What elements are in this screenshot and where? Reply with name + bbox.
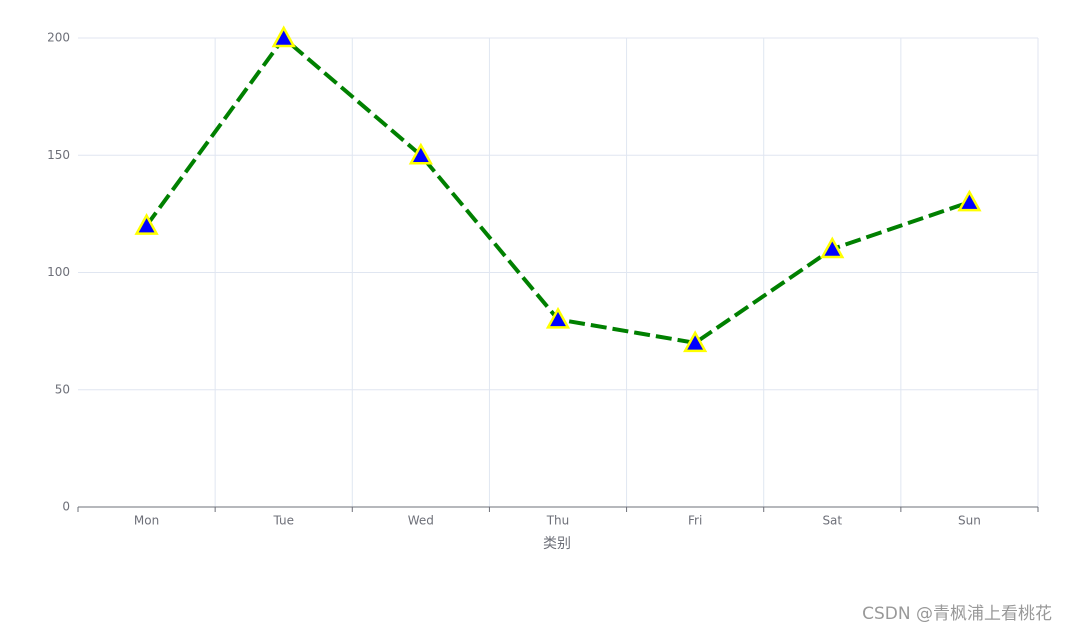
- marker: [683, 330, 708, 353]
- x-tick-label: Sat: [822, 514, 842, 528]
- line: [144, 35, 971, 345]
- y-tick-label: 0: [62, 500, 70, 514]
- y-tick-label: 200: [47, 31, 70, 45]
- x-axis-label: 类别: [543, 536, 571, 552]
- x-tick-label: Sun: [958, 514, 981, 528]
- x-tick-label: Tue: [272, 514, 294, 528]
- y-tick-label: 150: [47, 148, 70, 162]
- marker: [271, 25, 296, 48]
- x-tick-label: Mon: [134, 514, 159, 528]
- watermark: CSDN @青枫浦上看桃花: [862, 604, 1052, 624]
- marker: [134, 213, 159, 235]
- x-tick-label: Thu: [546, 514, 570, 528]
- x-tick-label: Wed: [408, 514, 434, 528]
- x-tick-label: Fri: [688, 514, 702, 528]
- marker: [820, 236, 845, 259]
- marker: [408, 142, 433, 165]
- y-tick-label: 100: [47, 265, 70, 279]
- marker: [545, 306, 571, 329]
- y-tick-label: 50: [55, 382, 70, 396]
- marker: [957, 189, 982, 212]
